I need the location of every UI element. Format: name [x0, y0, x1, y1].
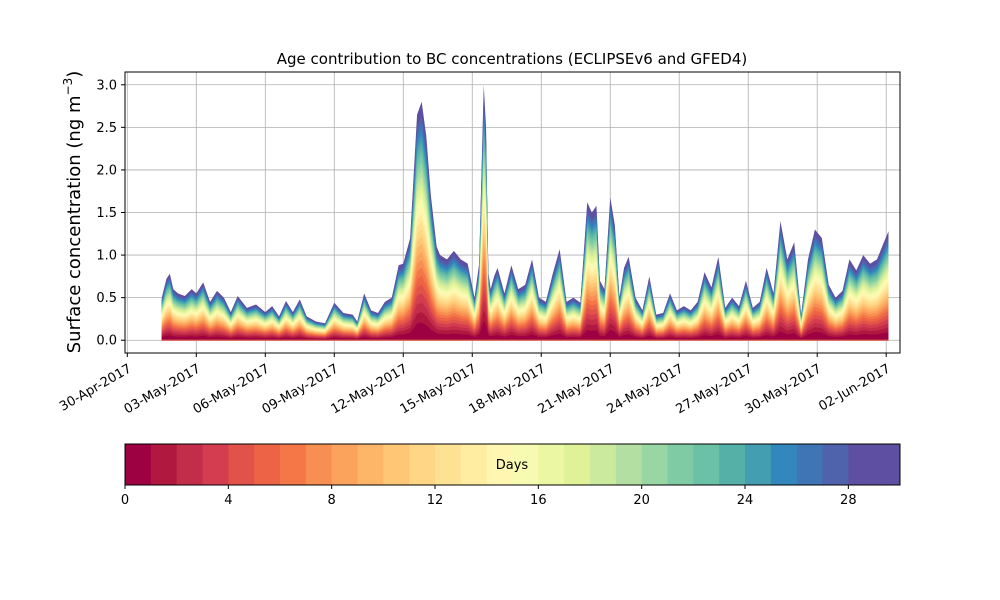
colorbar-cell — [150, 444, 178, 485]
x-tick-label: 18-May-2017 — [467, 361, 549, 417]
colorbar-tick-label: 4 — [224, 493, 232, 508]
y-tick-label: 2.0 — [96, 163, 117, 178]
colorbar-cell — [874, 444, 901, 485]
chart-title: Age contribution to BC concentrations (E… — [277, 50, 748, 68]
colorbar-cell — [745, 444, 772, 485]
colorbar-cell — [305, 444, 333, 485]
colorbar-tick-label: 24 — [737, 493, 754, 508]
y-tick-label: 3.0 — [96, 78, 117, 93]
y-tick-label: 2.5 — [96, 121, 117, 136]
colorbar: 0 4 8 12 16 20 24 28 Days — [121, 443, 901, 508]
colorbar-tick-label: 8 — [328, 493, 336, 508]
y-tick-label: 0.5 — [96, 291, 117, 306]
colorbar-cell — [641, 444, 668, 485]
colorbar-cell — [486, 444, 513, 485]
x-tick-label: 30-May-2017 — [743, 361, 825, 417]
colorbar-cell — [228, 444, 255, 485]
colorbar-cell — [615, 444, 643, 485]
colorbar-cell — [719, 444, 746, 485]
colorbar-cell — [693, 444, 720, 485]
x-tick-label: 27-May-2017 — [674, 361, 756, 417]
colorbar-cell — [202, 444, 229, 485]
colorbar-cell — [667, 444, 694, 485]
x-tick-label: 06-May-2017 — [191, 361, 273, 417]
plot-area: 0.00.51.01.52.02.53.030-Apr-201703-May-2… — [57, 71, 901, 417]
stacked-age-areas — [161, 84, 889, 341]
colorbar-cell — [254, 444, 281, 485]
x-tick-label: 02-Jun-2017 — [816, 361, 893, 414]
x-tick-label: 09-May-2017 — [260, 361, 342, 417]
colorbar-cell — [331, 444, 358, 485]
colorbar-cell — [590, 444, 617, 485]
colorbar-cell — [383, 444, 410, 485]
colorbar-tick-label: 16 — [530, 493, 547, 508]
colorbar-tick-label: 20 — [633, 493, 650, 508]
colorbar-tick-label: 28 — [840, 493, 857, 508]
y-tick-label: 1.5 — [96, 206, 117, 221]
colorbar-cell — [409, 444, 436, 485]
x-tick-label: 03-May-2017 — [122, 361, 204, 417]
colorbar-tick-label: 0 — [121, 493, 129, 508]
colorbar-cell — [512, 444, 539, 485]
y-axis-label-text: Surface concentration (ng m — [64, 95, 85, 353]
colorbar-cell — [357, 444, 384, 485]
colorbar-cell — [822, 444, 849, 485]
x-tick-label: 12-May-2017 — [329, 361, 411, 417]
colorbar-cell — [564, 444, 591, 485]
x-tick-label: 24-May-2017 — [605, 361, 687, 417]
colorbar-cell — [796, 444, 823, 485]
y-axis-label-superscript: −3 — [61, 78, 75, 96]
colorbar-cell — [460, 444, 488, 485]
colorbar-cell — [280, 444, 307, 485]
colorbar-cell — [176, 444, 203, 485]
colorbar-label: Days — [496, 458, 529, 473]
x-tick-label: 15-May-2017 — [398, 361, 480, 417]
y-tick-label: 1.0 — [96, 249, 117, 264]
colorbar-cell — [848, 444, 875, 485]
colorbar-cell — [125, 444, 152, 485]
colorbar-frame — [124, 443, 901, 486]
y-axis-label: Surface concentration (ng m−3) — [61, 71, 85, 354]
y-tick-label: 0.0 — [96, 334, 117, 349]
age-band-area-0 — [161, 321, 889, 341]
colorbar-cell — [435, 444, 462, 485]
colorbar-cell — [770, 444, 798, 485]
y-axis-label-close: ) — [64, 71, 85, 78]
colorbar-tick-label: 12 — [427, 493, 444, 508]
colorbar-cell — [538, 444, 565, 485]
x-tick-label: 21-May-2017 — [536, 361, 618, 417]
